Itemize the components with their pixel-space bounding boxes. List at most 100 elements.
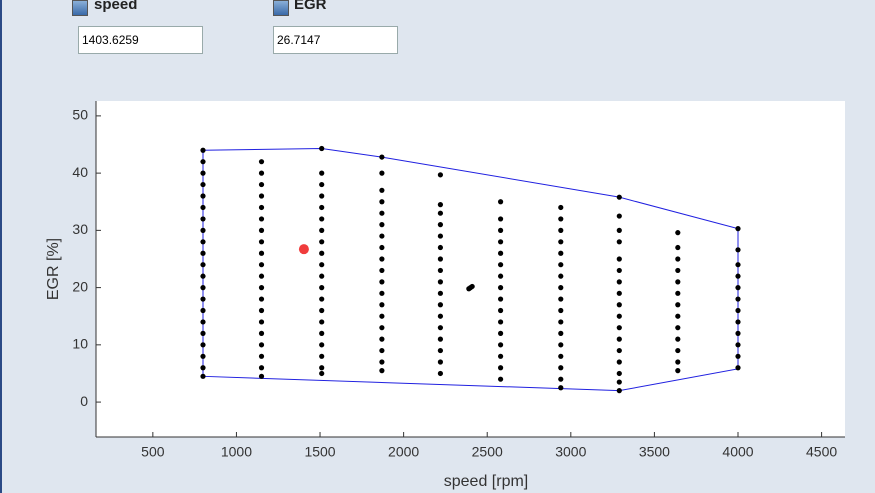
data-point (497, 330, 504, 336)
data-point (200, 216, 206, 222)
data-point (437, 359, 444, 365)
x-tick-label: 1500 (304, 444, 335, 460)
data-point (735, 342, 741, 348)
x-tick-label: 4500 (806, 444, 837, 460)
data-point (497, 319, 504, 325)
data-point (735, 307, 741, 314)
data-point (437, 290, 444, 296)
data-point (437, 172, 444, 178)
data-point (258, 262, 265, 268)
data-point (379, 222, 385, 228)
plot-area (96, 101, 845, 437)
data-point (497, 342, 504, 348)
data-point (200, 170, 206, 176)
data-point (319, 319, 325, 325)
data-point (497, 285, 504, 291)
data-point (379, 313, 385, 319)
data-point (200, 159, 206, 165)
data-point (319, 273, 325, 279)
data-point (258, 365, 265, 371)
egr-label: EGR (294, 0, 327, 13)
x-tick-label: 500 (141, 444, 165, 460)
data-point (379, 325, 385, 331)
x-axis-label: speed [rpm] (444, 473, 528, 490)
data-point (319, 239, 325, 245)
data-point (558, 262, 564, 268)
data-point (616, 213, 622, 219)
data-point (437, 336, 444, 342)
data-point (258, 159, 265, 165)
data-point (558, 365, 564, 371)
data-point (319, 330, 325, 336)
y-axis-label: EGR [%] (45, 238, 62, 300)
speed-label: speed (94, 0, 138, 13)
data-point (258, 330, 265, 336)
data-point (379, 290, 385, 296)
data-point (258, 285, 265, 291)
data-point (616, 379, 622, 385)
data-point (319, 365, 325, 371)
data-point (616, 388, 622, 394)
data-point (258, 273, 265, 279)
y-tick-label: 20 (72, 278, 88, 294)
data-point (200, 373, 206, 379)
x-tick-label: 1000 (221, 444, 252, 460)
data-point (437, 302, 444, 308)
data-point (258, 353, 265, 359)
data-point (379, 199, 385, 205)
data-point (319, 370, 325, 377)
x-tick-label: 3000 (555, 444, 586, 460)
x-tick-label: 4000 (722, 444, 753, 460)
data-point (616, 347, 622, 354)
egr-input[interactable]: 26.7147 (273, 26, 398, 54)
data-point (437, 279, 444, 285)
speed-input[interactable]: 1403.6259 (78, 26, 203, 54)
data-point (735, 247, 741, 253)
data-point (558, 330, 564, 336)
data-point (616, 194, 622, 200)
data-point (319, 181, 325, 188)
data-point (200, 239, 206, 245)
data-point (497, 307, 504, 314)
data-point (497, 250, 504, 256)
data-point (319, 193, 325, 199)
data-point (379, 279, 385, 285)
data-point (437, 244, 444, 251)
data-point (200, 193, 206, 199)
data-point (200, 342, 206, 348)
y-tick-label: 50 (72, 107, 88, 123)
data-point (675, 267, 681, 274)
data-point (735, 285, 741, 291)
data-point (616, 290, 622, 296)
data-point (379, 336, 385, 342)
data-point (200, 181, 206, 188)
egr-icon (273, 0, 289, 16)
data-point (437, 325, 444, 331)
data-point (258, 181, 265, 188)
data-point (258, 319, 265, 325)
data-point (258, 250, 265, 256)
data-point (616, 279, 622, 285)
current-point (298, 244, 309, 255)
data-point (616, 239, 622, 245)
data-point (200, 319, 206, 325)
data-point (558, 204, 564, 211)
data-point (319, 216, 325, 222)
data-point (379, 154, 385, 160)
data-point (558, 296, 564, 302)
data-point (675, 347, 681, 354)
data-point (200, 147, 206, 153)
data-point (675, 230, 681, 236)
data-point (319, 170, 325, 176)
data-point (675, 302, 681, 308)
data-point (379, 359, 385, 365)
data-point (437, 202, 444, 208)
data-point (675, 290, 681, 296)
data-point (319, 285, 325, 291)
data-point (200, 365, 206, 371)
data-point (258, 239, 265, 245)
data-point (437, 347, 444, 354)
data-point (497, 353, 504, 359)
data-point (616, 325, 622, 331)
data-point (558, 250, 564, 256)
